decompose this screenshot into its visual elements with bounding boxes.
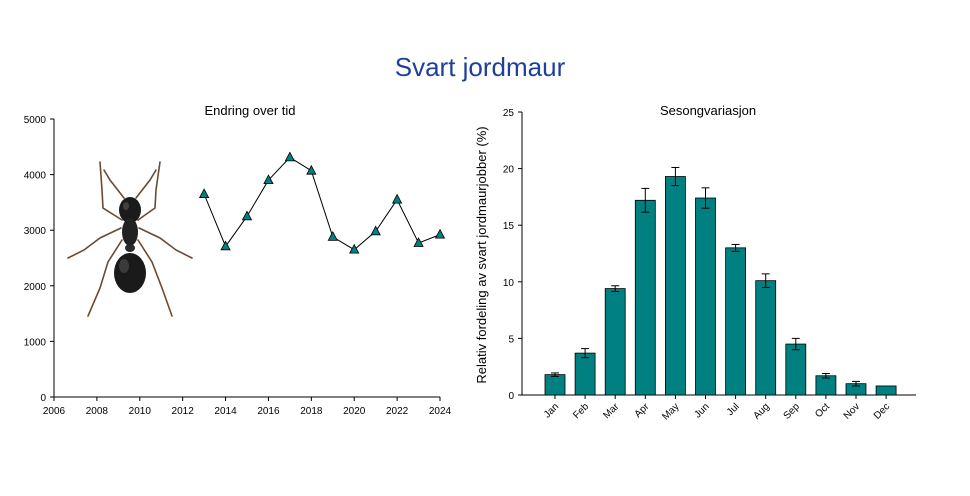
bar: [665, 176, 686, 396]
page-title: Svart jordmaur: [394, 52, 566, 82]
bar: [875, 385, 897, 396]
bar: [815, 375, 837, 396]
line-chart-x-tick-label: 2010: [129, 406, 152, 417]
bar-chart-x-tick-label: Dec: [872, 401, 892, 421]
line-chart-point: [391, 193, 403, 204]
line-chart-point: [413, 237, 424, 247]
line-chart-y-tick-label: 2000: [24, 282, 47, 293]
line-chart-point: [370, 225, 381, 236]
line-chart-x-tick-label: 2018: [300, 406, 323, 417]
bar: [544, 374, 566, 396]
line-chart-point: [263, 174, 274, 185]
line-chart-point: [198, 188, 210, 198]
line-chart-x-tick-label: 2012: [172, 406, 195, 417]
line-chart-point: [284, 151, 296, 162]
bar-chart-x-tick-label: May: [660, 401, 681, 422]
line-chart-x-tick-label: 2006: [43, 406, 66, 417]
line-chart-x-tick-label: 2008: [86, 406, 109, 417]
line-chart-point: [327, 231, 338, 241]
line-chart-point: [306, 164, 317, 175]
line-chart-x-tick-label: 2016: [257, 406, 280, 417]
bar-chart-title: Sesongvariasjon: [660, 103, 756, 118]
bar-chart-x-tick-label: Aug: [751, 401, 771, 421]
bar-chart-y-tick-label: 25: [503, 108, 515, 119]
line-chart-y-tick-label: 5000: [24, 115, 47, 126]
line-chart-point: [349, 243, 360, 254]
bar: [755, 280, 777, 396]
bar-chart-x-tick-label: Jan: [542, 401, 561, 420]
line-chart-y-tick-label: 3000: [24, 226, 47, 237]
line-chart: Endring over tid 0 1000 2000 3000 4000 5000 2…: [24, 103, 452, 417]
bar: [695, 197, 716, 396]
line-chart-title: Endring over tid: [204, 103, 295, 118]
bar-chart-x-tick-label: Oct: [813, 401, 832, 420]
bar: [785, 343, 807, 396]
bar-chart-x-tick-label: Mar: [601, 401, 621, 421]
bar: [574, 352, 596, 396]
line-chart-x-tick-label: 2014: [214, 406, 237, 417]
line-chart-point: [434, 228, 446, 239]
bar-chart-x-tick-label: Jul: [725, 401, 742, 418]
line-chart-point: [220, 240, 231, 251]
line-chart-y-tick-label: 4000: [24, 171, 47, 182]
bar-chart-y-tick-label: 20: [503, 165, 515, 176]
bar-chart-y-tick-label: 0: [508, 391, 514, 402]
bar-chart-x-tick-label: Jun: [692, 401, 711, 420]
bar-chart: Sesongvariasjon Relativ fordeling av sva…: [474, 103, 916, 422]
bar-chart-x-tick-label: Nov: [842, 401, 862, 421]
line-chart-x-tick-label: 2020: [343, 406, 366, 417]
line-chart-y-tick-label: 1000: [24, 337, 47, 348]
bar-chart-x-tick-label: Sep: [782, 401, 803, 422]
line-chart-point: [241, 210, 253, 221]
ant-icon: [67, 161, 193, 317]
bar: [604, 288, 626, 396]
bar-chart-x-tick-label: Feb: [571, 401, 591, 421]
line-chart-x-tick-label: 2024: [429, 406, 452, 417]
bar-chart-y-axis-label: Relativ fordeling av svart jordmaurjobbe…: [474, 126, 489, 383]
bar-chart-x-tick-label: Apr: [633, 401, 652, 420]
bar-chart-y-tick-label: 10: [503, 278, 515, 289]
line-chart-x-tick-label: 2022: [386, 406, 409, 417]
line-chart-series-line: [203, 156, 441, 251]
bar-chart-y-tick-label: 15: [503, 221, 515, 232]
bar: [725, 247, 746, 396]
bar-chart-y-tick-label: 5: [508, 334, 514, 345]
line-chart-y-tick-label: 0: [40, 393, 46, 404]
bar: [634, 199, 656, 396]
